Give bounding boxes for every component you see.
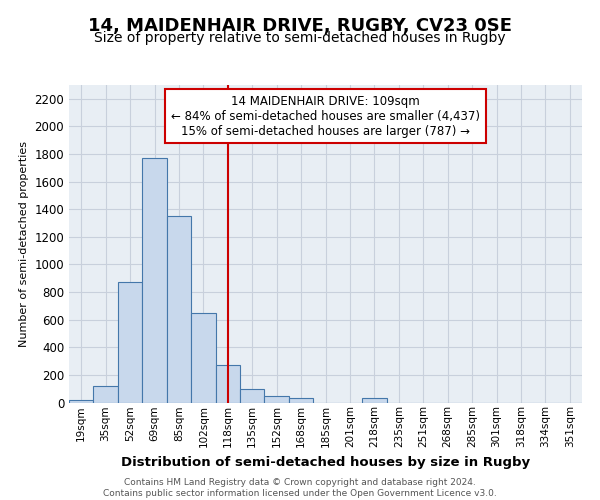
- Bar: [265, 396, 289, 402]
- Text: 14, MAIDENHAIR DRIVE, RUGBY, CV23 0SE: 14, MAIDENHAIR DRIVE, RUGBY, CV23 0SE: [88, 18, 512, 36]
- Bar: [167, 216, 191, 402]
- Text: 14 MAIDENHAIR DRIVE: 109sqm
← 84% of semi-detached houses are smaller (4,437)
15: 14 MAIDENHAIR DRIVE: 109sqm ← 84% of sem…: [171, 94, 480, 138]
- Bar: [94, 386, 118, 402]
- X-axis label: Distribution of semi-detached houses by size in Rugby: Distribution of semi-detached houses by …: [121, 456, 530, 468]
- Bar: [191, 313, 215, 402]
- Bar: [240, 388, 265, 402]
- Bar: [118, 282, 142, 403]
- Bar: [69, 400, 94, 402]
- Y-axis label: Number of semi-detached properties: Number of semi-detached properties: [19, 141, 29, 347]
- Bar: [362, 398, 386, 402]
- Bar: [142, 158, 167, 402]
- Text: Size of property relative to semi-detached houses in Rugby: Size of property relative to semi-detach…: [94, 31, 506, 45]
- Text: Contains HM Land Registry data © Crown copyright and database right 2024.
Contai: Contains HM Land Registry data © Crown c…: [103, 478, 497, 498]
- Bar: [215, 365, 240, 403]
- Bar: [289, 398, 313, 402]
